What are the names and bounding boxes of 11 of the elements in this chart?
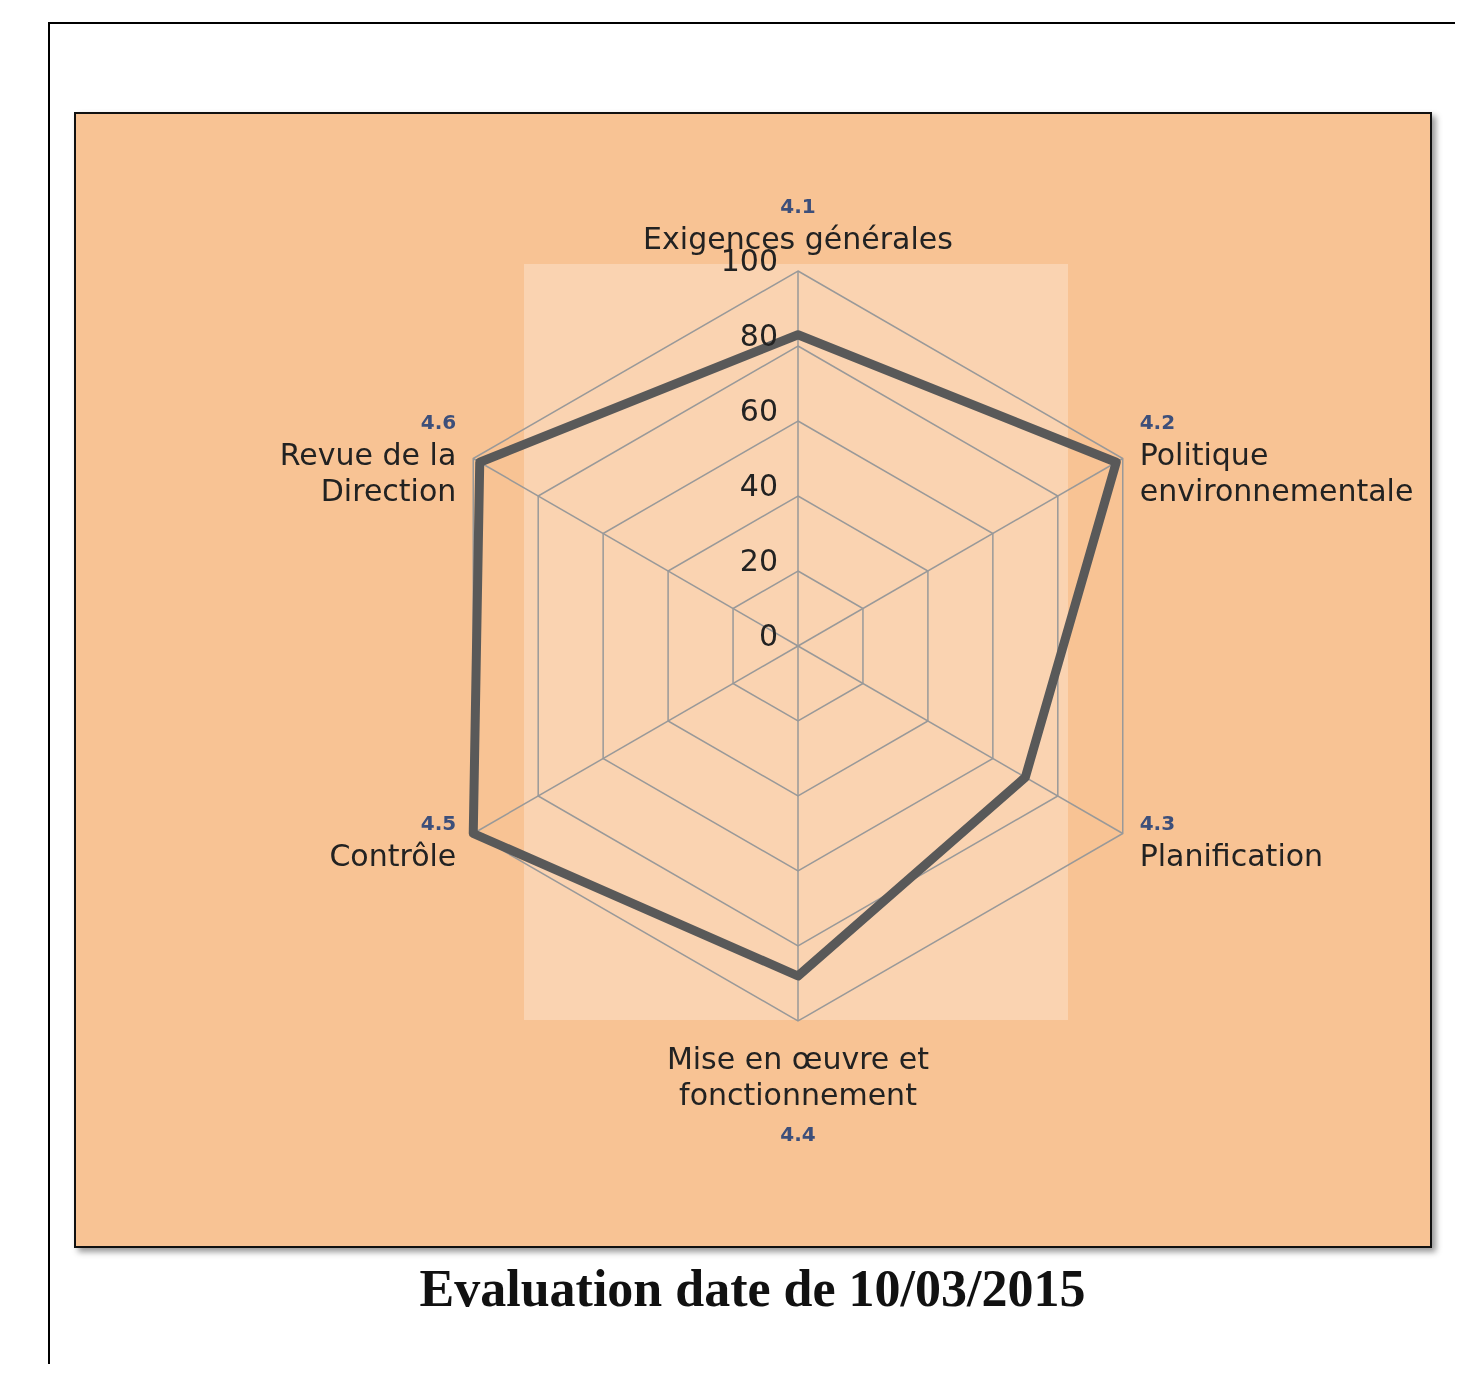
spoke-label: 4.6 Revue de la Direction [279,409,457,508]
spoke-label: 4.5 Contrôle [329,810,457,873]
y-tick-label: 20 [739,543,778,578]
y-tick-label: 80 [739,318,778,353]
text: Evaluation date de 10/03/2015 [418,1259,1087,1318]
spoke-label: 4.3 Planification [1139,810,1324,873]
y-tick-label: 60 [739,393,778,428]
y-tick-label: 0 [758,618,778,653]
y-tick-label: 40 [739,468,778,503]
spoke-label: 4.2 Politique environnementale [1139,409,1414,508]
spoke-label: Mise en œuvre et fonctionnement 4.4 [666,1041,930,1146]
